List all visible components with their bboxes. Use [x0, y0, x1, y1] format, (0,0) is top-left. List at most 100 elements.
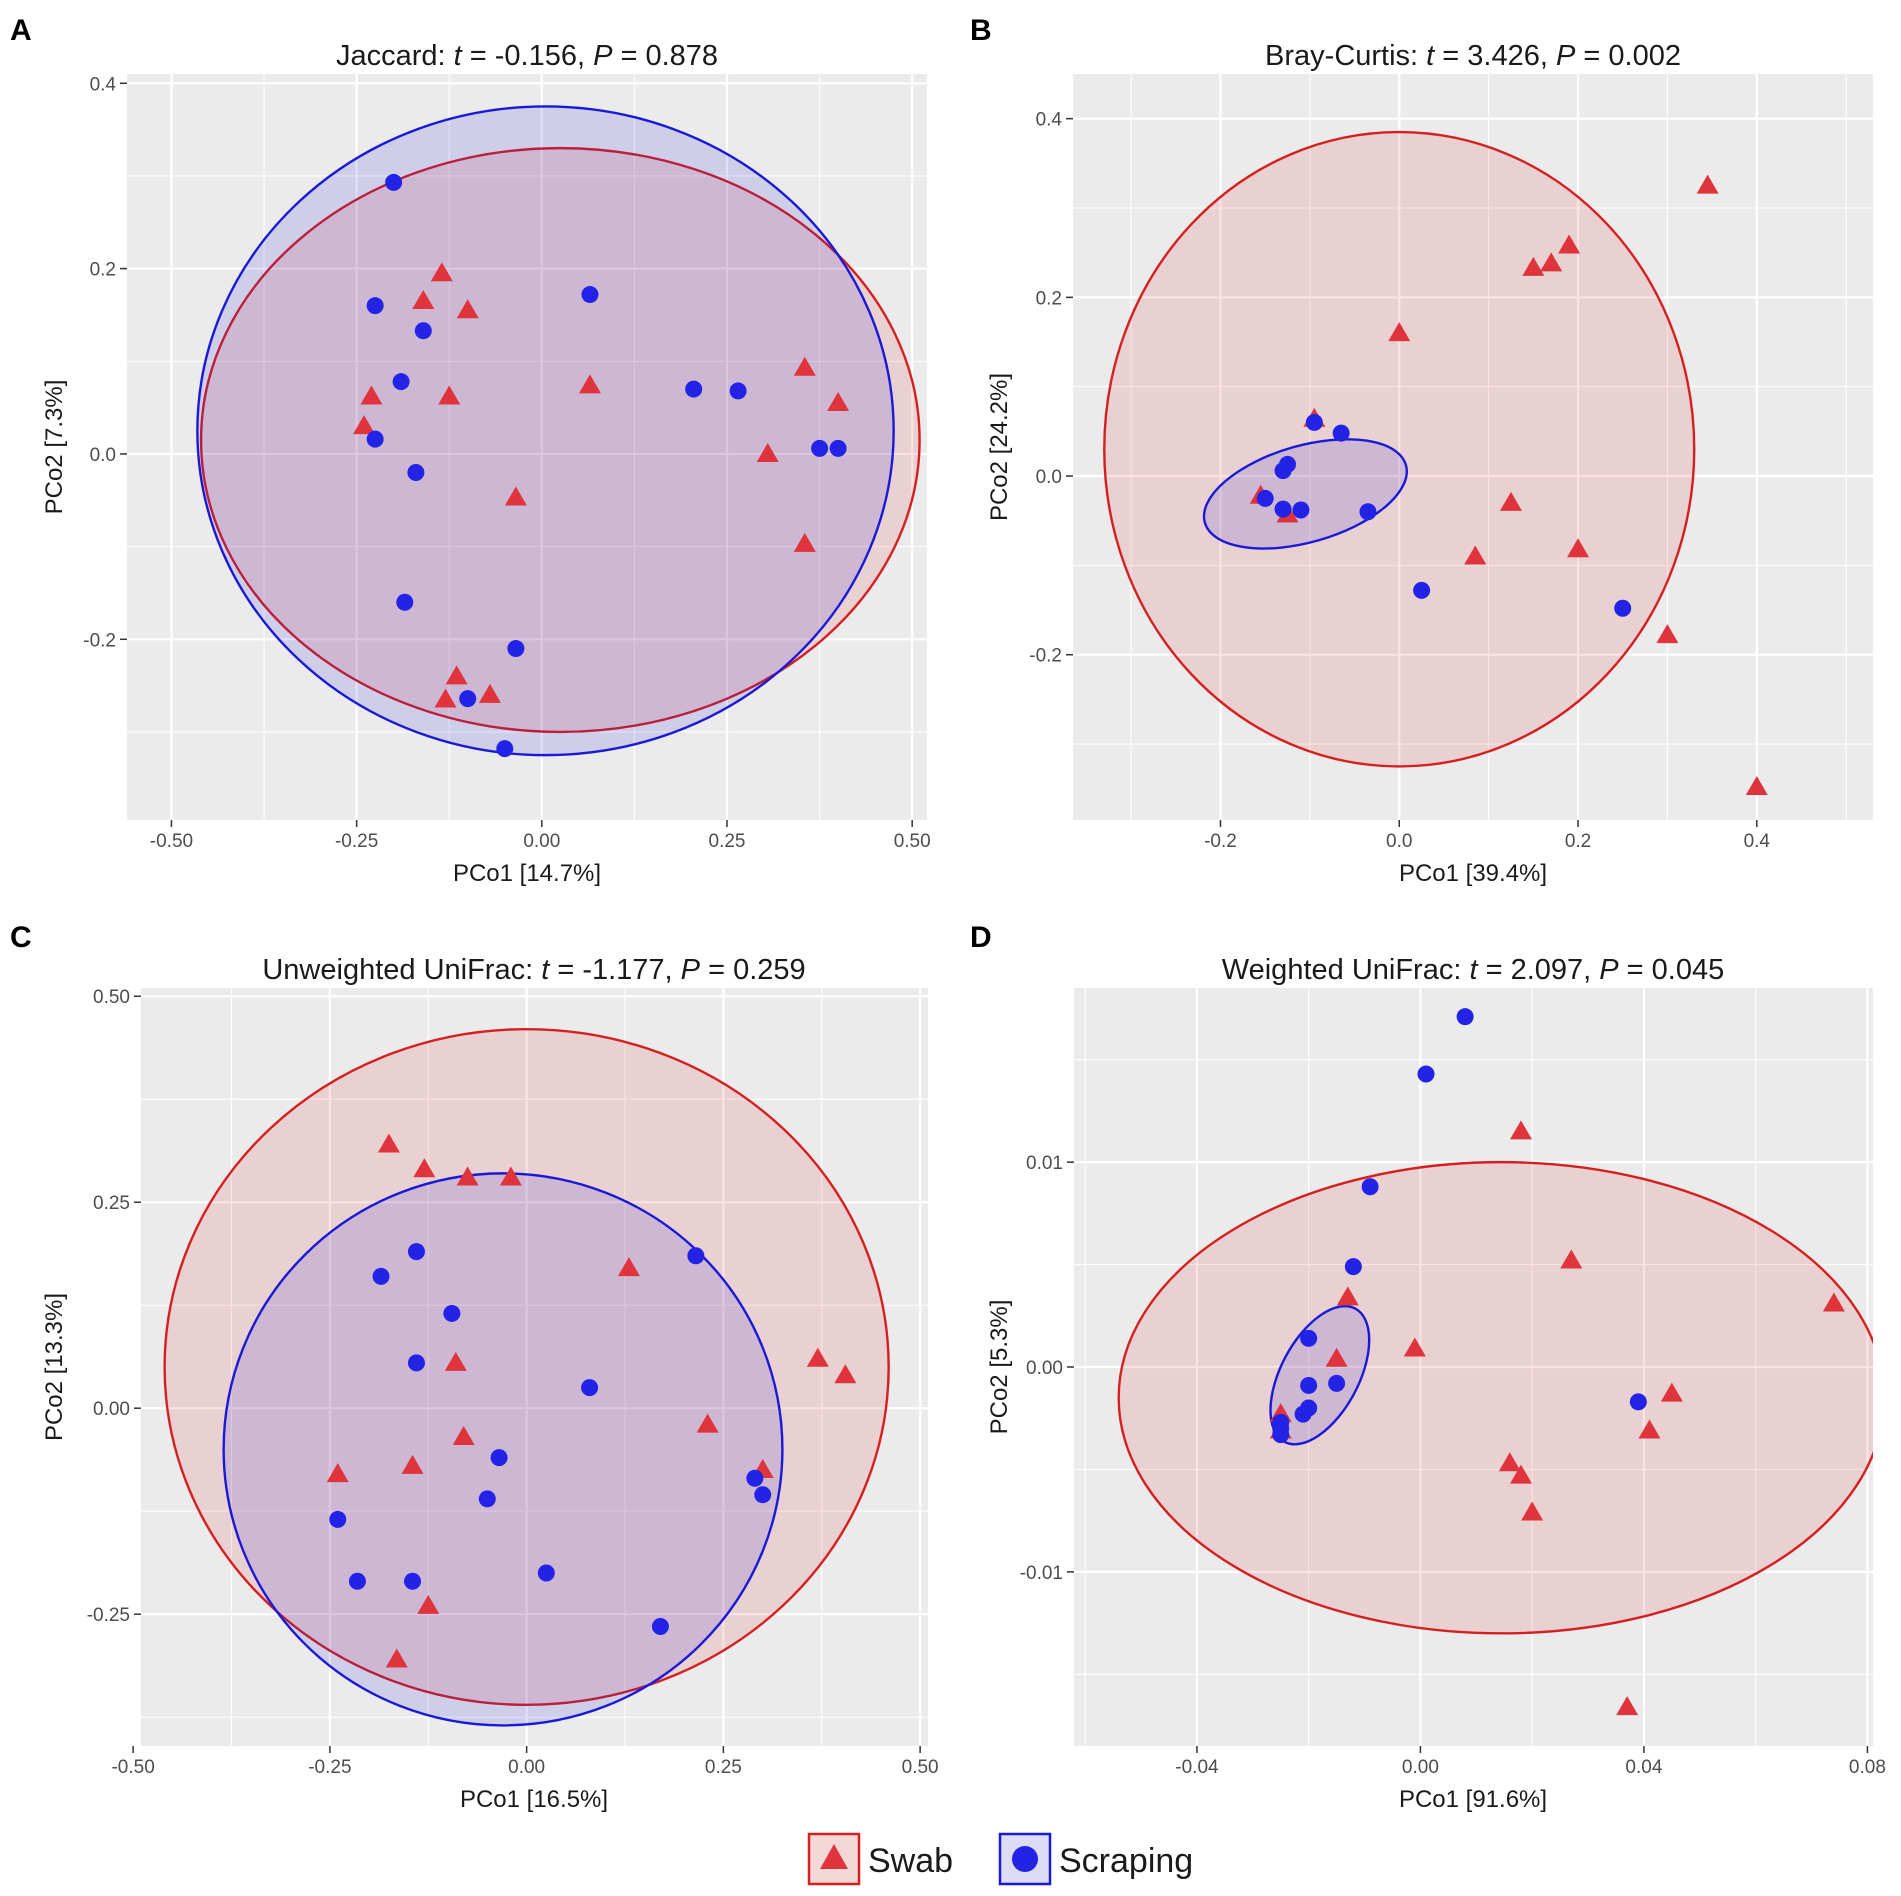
- point-scraping: [392, 373, 410, 391]
- point-swab: [444, 1351, 467, 1371]
- point-swab: [326, 1463, 349, 1483]
- point-swab: [1498, 1452, 1521, 1472]
- point-swab: [413, 1158, 436, 1178]
- legend-label-scraping: Scraping: [1059, 1842, 1193, 1880]
- point-swab: [1696, 174, 1719, 194]
- x-tick-label: 0.4: [1744, 831, 1771, 852]
- x-ticks-d: -0.04 0.00 0.04 0.08: [1175, 1746, 1886, 1778]
- x-tick-label: -0.25: [308, 1757, 351, 1778]
- panel-letter-a: A: [10, 14, 32, 47]
- point-swab: [1745, 775, 1768, 795]
- point-scraping: [329, 1510, 347, 1528]
- point-swab: [793, 532, 816, 552]
- point-scraping: [490, 1449, 508, 1467]
- plot-background-c: [141, 988, 928, 1746]
- point-swab: [1464, 545, 1487, 565]
- point-scraping: [372, 1267, 390, 1285]
- t-symbol: t: [541, 954, 551, 986]
- y-tick-label: 0.01: [1026, 1153, 1063, 1174]
- y-tick-label: 0.00: [93, 1399, 130, 1420]
- chart-title-b: Bray-Curtis: t = 3.426, P = 0.002: [1265, 40, 1681, 72]
- y-tick-label: 0.50: [93, 987, 130, 1008]
- y-tick-label: 0.0: [1036, 467, 1062, 488]
- panel-c: C Unweighted UniFrac: t = -1.177, P = 0.…: [10, 921, 939, 1813]
- point-scraping: [404, 1572, 422, 1590]
- point-swab: [385, 1648, 408, 1668]
- point-scraping: [1332, 424, 1350, 442]
- point-swab: [1558, 234, 1581, 254]
- point-swab: [478, 683, 501, 703]
- point-scraping: [581, 1379, 599, 1397]
- point-swab: [1560, 1249, 1583, 1269]
- point-scraping: [1305, 413, 1323, 431]
- y-tick-label: 0.4: [1036, 110, 1063, 131]
- y-ticks-d: -0.01 0.00 0.01: [1020, 1153, 1074, 1584]
- point-scraping: [1614, 599, 1632, 617]
- point-swab: [456, 1166, 479, 1186]
- x-tick-label: -0.04: [1175, 1757, 1219, 1778]
- point-swab: [1509, 1120, 1532, 1140]
- ellipse-swab: [199, 146, 921, 734]
- point-swab: [417, 1594, 440, 1614]
- point-swab: [430, 262, 453, 282]
- point-swab: [827, 391, 850, 411]
- ellipses-c: [163, 1027, 890, 1727]
- ellipses-b: [1103, 130, 1696, 768]
- title-prefix: Jaccard:: [336, 40, 454, 72]
- point-scraping: [1274, 462, 1292, 480]
- x-ticks-b: -0.2 0.0 0.2 0.4: [1204, 820, 1770, 852]
- point-swab: [1509, 1464, 1532, 1484]
- x-tick-label: 0.08: [1849, 1757, 1886, 1778]
- point-swab: [806, 1347, 829, 1367]
- gridlines-c: [141, 988, 928, 1746]
- point-scraping: [1629, 1393, 1647, 1411]
- y-tick-label: 0.4: [90, 74, 117, 95]
- point-swab: [401, 1454, 424, 1474]
- point-swab: [793, 356, 816, 376]
- y-axis-title-a: PCo2 [7.3%]: [41, 380, 68, 515]
- point-scraping: [507, 640, 525, 658]
- point-scraping: [1328, 1374, 1346, 1392]
- y-axis-title-c: PCo2 [13.3%]: [41, 1293, 68, 1441]
- point-scraping: [1344, 1258, 1362, 1276]
- panel-b: B Bray-Curtis: t = 3.426, P = 0.002 -0.2…: [970, 14, 1873, 887]
- y-ticks-a: -0.2 0.0 0.2 0.4: [83, 74, 127, 651]
- x-tick-label: 0.00: [508, 1757, 545, 1778]
- y-tick-label: 0.2: [90, 260, 116, 281]
- t-symbol: t: [1469, 954, 1479, 986]
- p-value: = 0.002: [1575, 40, 1681, 72]
- point-scraping: [746, 1469, 764, 1487]
- point-swab: [504, 486, 527, 506]
- point-swab: [377, 1133, 400, 1153]
- point-swab: [1522, 256, 1545, 276]
- point-swab: [1567, 538, 1590, 558]
- y-ticks-c: -0.25 0.00 0.25 0.50: [87, 987, 141, 1626]
- point-swab: [1638, 1419, 1661, 1439]
- point-swab: [1540, 252, 1563, 272]
- p-symbol: P: [593, 40, 613, 72]
- point-swab: [617, 1257, 640, 1277]
- p-symbol: P: [1599, 954, 1619, 986]
- point-swab: [452, 1426, 475, 1446]
- point-swab: [1403, 1337, 1426, 1357]
- ellipse-scraping: [222, 1172, 784, 1727]
- p-value: = 0.045: [1619, 954, 1725, 986]
- y-tick-label: -0.01: [1020, 1563, 1063, 1584]
- x-tick-label: 0.04: [1625, 1757, 1662, 1778]
- chart-title-d: Weighted UniFrac: t = 2.097, P = 0.045: [1222, 954, 1724, 986]
- y-tick-label: -0.2: [83, 630, 116, 651]
- point-swab: [1388, 322, 1411, 342]
- panel-a: A Jaccard: t = -0.156, P = 0.878 -0.50 -0…: [10, 14, 931, 887]
- point-swab: [756, 442, 779, 462]
- point-scraping: [651, 1618, 669, 1636]
- point-swab: [412, 290, 435, 310]
- point-swab: [499, 1166, 522, 1186]
- point-scraping: [396, 593, 414, 611]
- point-scraping: [1417, 1065, 1435, 1083]
- point-scraping: [443, 1304, 461, 1322]
- t-value: = -1.177,: [549, 954, 680, 986]
- panel-d: D Weighted UniFrac: t = 2.097, P = 0.045…: [970, 921, 1886, 1813]
- title-prefix: Weighted UniFrac:: [1222, 954, 1470, 986]
- gridlines-d: [1074, 988, 1873, 1746]
